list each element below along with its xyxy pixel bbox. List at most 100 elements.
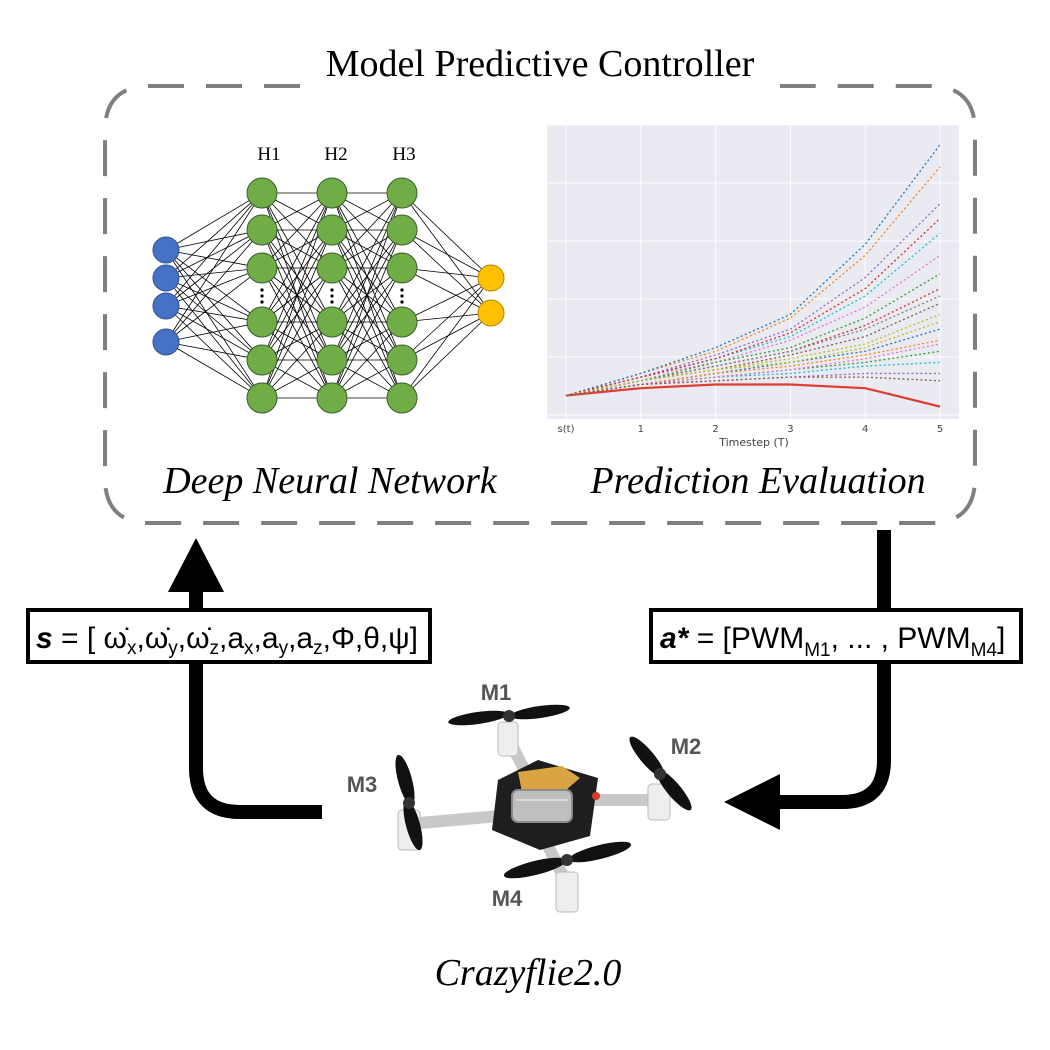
input-node bbox=[152, 292, 180, 320]
h1-node bbox=[246, 306, 278, 338]
state-eq-part-2: ,ω̇ bbox=[136, 622, 170, 655]
battery bbox=[511, 789, 573, 823]
network-edge bbox=[165, 341, 263, 399]
h3-node bbox=[386, 306, 418, 338]
h1-node bbox=[246, 252, 278, 284]
network-edge bbox=[261, 192, 333, 269]
prediction-chart: s(t) 1 2 3 4 5 Timestep (T) bbox=[547, 124, 959, 449]
action-eq-part-2: , ... , PWM bbox=[831, 622, 971, 655]
network-edge bbox=[401, 192, 492, 314]
network-edge bbox=[165, 192, 263, 307]
state-eq-part-1: = [ ω̇ bbox=[53, 622, 129, 655]
h3-node bbox=[386, 177, 418, 209]
state-vector-equation: s = [ ω̇x,ω̇y,ω̇z,ax,ay,az,Φ,θ,ψ] bbox=[36, 622, 418, 659]
action-vector-equation: a* = [PWMM1, ... , PWMM4] bbox=[660, 622, 1005, 661]
action-arrow-head bbox=[724, 774, 780, 830]
h1-node bbox=[246, 382, 278, 414]
network-edge bbox=[331, 267, 403, 399]
h1-node bbox=[246, 177, 278, 209]
network-edge bbox=[165, 341, 263, 361]
h3-node bbox=[386, 214, 418, 246]
network-nodes bbox=[152, 177, 505, 414]
propeller-m4 bbox=[503, 841, 632, 879]
state-sub-4: x bbox=[244, 638, 254, 659]
state-eq-part-3: ,ω̇ bbox=[178, 622, 212, 655]
h3-node bbox=[386, 344, 418, 376]
action-sub-2: M4 bbox=[971, 640, 998, 661]
state-eq-part-6: ,a bbox=[288, 622, 313, 655]
ellipsis-dot bbox=[400, 294, 404, 298]
network-edge bbox=[261, 321, 333, 399]
network-edge bbox=[261, 192, 333, 323]
action-eq-part-1: = [PWM bbox=[688, 622, 804, 655]
network-edge bbox=[401, 312, 492, 361]
chart-x-tick-label: 5 bbox=[937, 424, 943, 435]
network-edge bbox=[401, 192, 492, 279]
state-sub-2: y bbox=[168, 638, 178, 659]
network-edge bbox=[165, 321, 263, 343]
ellipsis-dot bbox=[260, 288, 264, 292]
chart-series-line bbox=[565, 144, 941, 397]
state-eq-part-4: ,a bbox=[219, 622, 244, 655]
network-edge bbox=[331, 321, 403, 399]
chart-series bbox=[565, 144, 941, 408]
network-edge bbox=[401, 229, 492, 314]
network-edge bbox=[401, 277, 492, 323]
network-edge bbox=[165, 277, 263, 399]
chart-series-line bbox=[565, 321, 941, 397]
board-header-gold bbox=[518, 766, 580, 792]
action-eq-part-3: ] bbox=[997, 622, 1005, 655]
motor-label-m3: M3 bbox=[347, 772, 378, 797]
network-edge bbox=[165, 277, 263, 361]
ellipsis-dot bbox=[400, 288, 404, 292]
status-led bbox=[592, 792, 600, 800]
ellipsis-dot bbox=[330, 300, 334, 304]
network-edge bbox=[331, 192, 403, 323]
ellipsis-dot bbox=[400, 300, 404, 304]
chart-x-tick-label: 2 bbox=[712, 424, 718, 435]
network-edge bbox=[165, 229, 263, 279]
network-edge bbox=[165, 249, 263, 399]
network-edge bbox=[331, 192, 403, 269]
h2-node bbox=[316, 306, 348, 338]
motor-label-m1: M1 bbox=[481, 680, 512, 705]
state-vector-box bbox=[26, 608, 432, 664]
state-sub-3: z bbox=[210, 638, 220, 659]
state-sub-5: y bbox=[279, 638, 289, 659]
state-symbol: s bbox=[36, 622, 53, 655]
h2-node bbox=[316, 382, 348, 414]
network-edge bbox=[165, 305, 263, 361]
neural-network: H1 H2 H3 bbox=[152, 144, 505, 414]
network-edge bbox=[165, 192, 263, 279]
crazyflie-drone: M1 M2 M3 M4 bbox=[347, 680, 701, 913]
motor-housing-m1 bbox=[497, 721, 519, 757]
propeller-m2 bbox=[629, 736, 692, 811]
chart-series-line bbox=[565, 218, 941, 397]
chart-series-line bbox=[565, 376, 941, 397]
state-feedback-arrow bbox=[189, 590, 322, 819]
chart-x-tick-label: s(t) bbox=[558, 424, 575, 435]
network-edge bbox=[165, 305, 263, 399]
ellipsis-dot bbox=[330, 294, 334, 298]
input-node bbox=[152, 264, 180, 292]
network-edge bbox=[165, 305, 263, 323]
ellipsis-dot bbox=[330, 288, 334, 292]
network-edge bbox=[401, 277, 492, 399]
network-edge bbox=[401, 229, 492, 279]
network-edge bbox=[401, 277, 492, 361]
state-sub-6: z bbox=[313, 638, 323, 659]
state-sub-1: x bbox=[127, 638, 137, 659]
h3-node bbox=[386, 252, 418, 284]
motor-housing-m2 bbox=[647, 783, 671, 821]
h2-node bbox=[316, 344, 348, 376]
network-edge bbox=[401, 267, 492, 314]
chart-plot-area bbox=[547, 125, 959, 419]
action-sub-1: M1 bbox=[804, 640, 830, 661]
chart-x-ticks: s(t) 1 2 3 4 5 bbox=[558, 424, 944, 435]
h2-node bbox=[316, 214, 348, 246]
chart-x-tick-label: 3 bbox=[787, 424, 793, 435]
ellipsis-dot bbox=[260, 294, 264, 298]
output-node bbox=[477, 264, 505, 292]
action-output-arrow bbox=[778, 530, 891, 809]
